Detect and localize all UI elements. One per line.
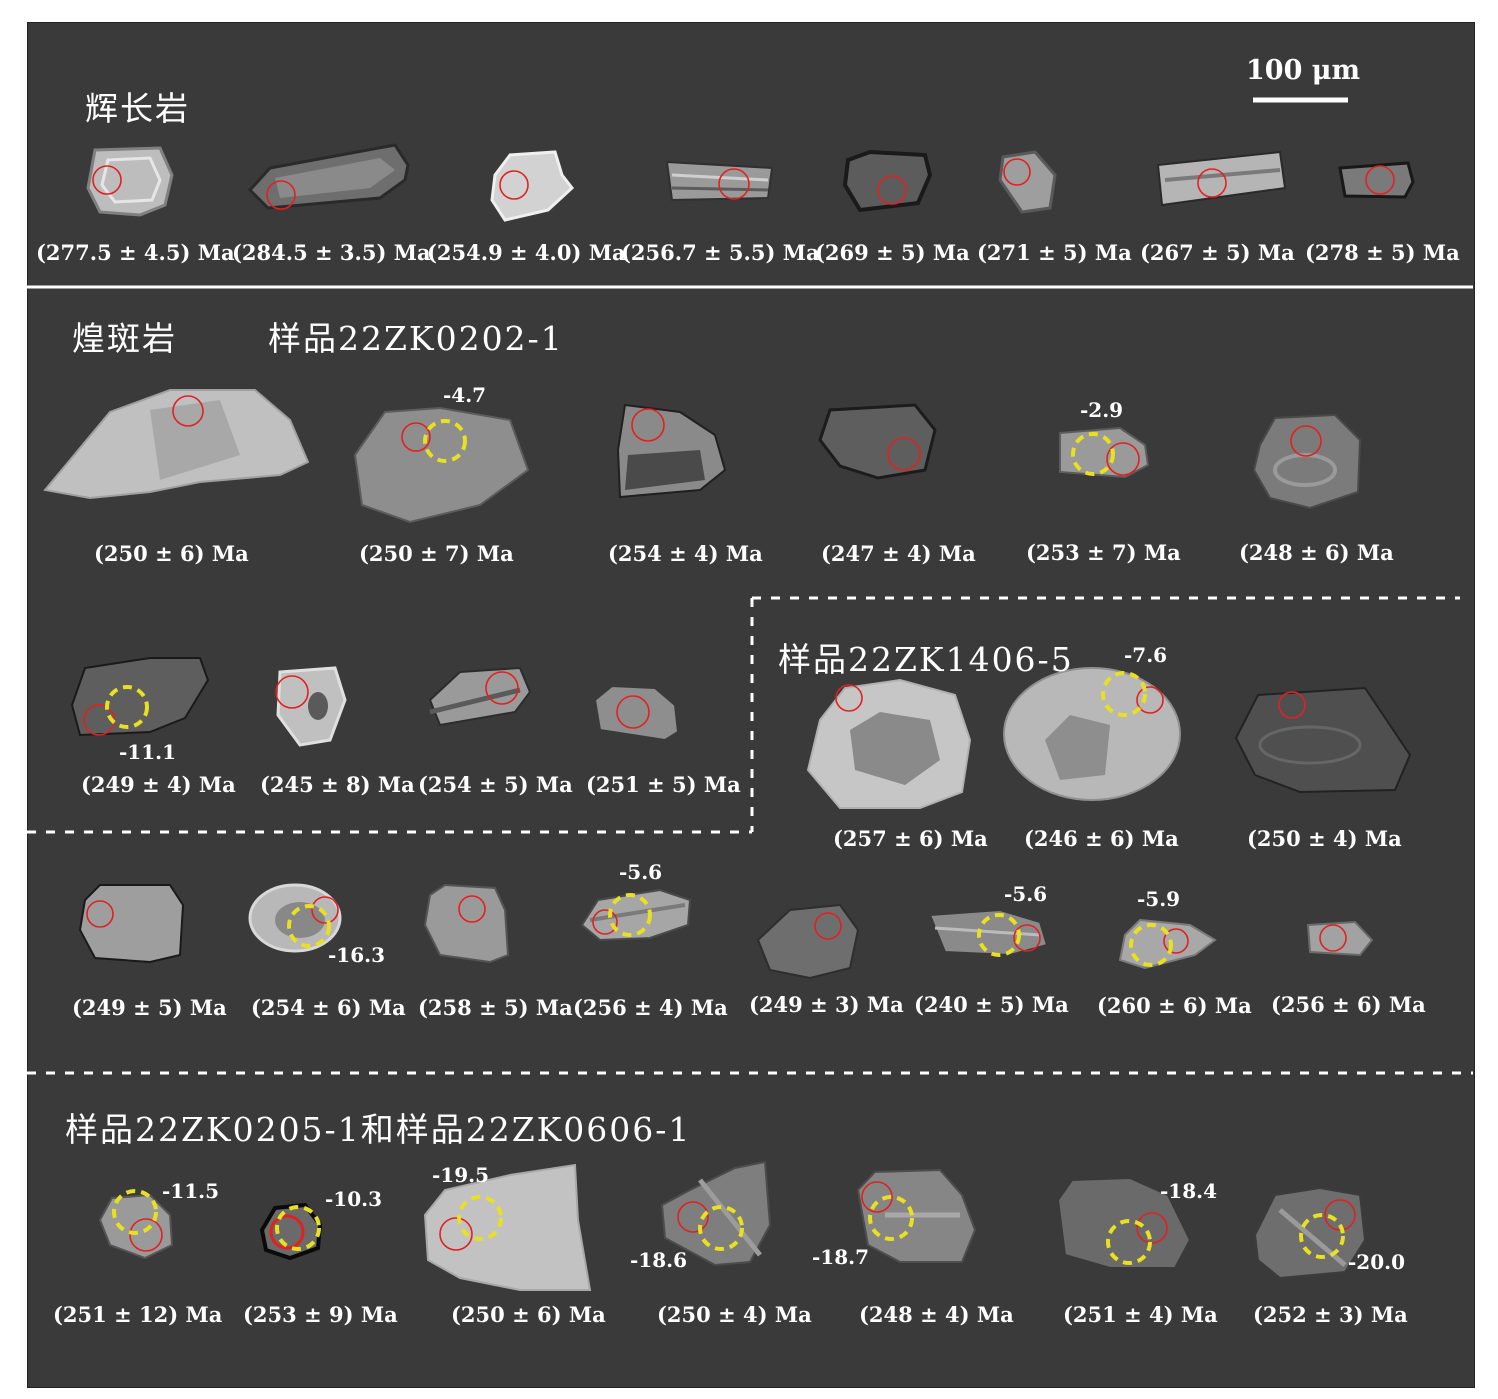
age-label: (256 ± 6) Ma (1271, 992, 1426, 1017)
zircon-grain (1306, 920, 1374, 957)
zircon-grain (1056, 1176, 1192, 1269)
zircon-grain (593, 684, 680, 742)
age-label: (248 ± 6) Ma (1239, 540, 1394, 565)
age-label: (260 ± 6) Ma (1097, 993, 1252, 1018)
age-label: (258 ± 5) Ma (418, 995, 573, 1020)
zircon-grain (98, 1189, 174, 1260)
zircon-grain (1003, 667, 1181, 801)
zircon-grain (1253, 1186, 1367, 1280)
zircon-grain (1059, 426, 1150, 479)
age-label: (254 ± 5) Ma (418, 772, 573, 797)
age-label: (254 ± 4) Ma (608, 541, 763, 566)
hf-value: -2.9 (1080, 398, 1124, 422)
zircon-grain (70, 657, 210, 737)
sample-label: 样品22ZK0205-1和样品22ZK0606-1 (65, 1110, 692, 1149)
zircon-grain (660, 1160, 772, 1267)
age-label: (250 ± 6) Ma (94, 541, 249, 566)
age-label: (267 ± 5) Ma (1140, 240, 1295, 265)
age-label: (284.5 ± 3.5) Ma (232, 240, 431, 265)
hf-value: -5.6 (619, 860, 663, 884)
hf-value: -7.6 (1124, 643, 1168, 667)
age-label: (240 ± 5) Ma (914, 992, 1069, 1017)
age-label: (257 ± 6) Ma (833, 826, 988, 851)
zircon-grain (998, 150, 1057, 214)
zircon-grain (1338, 161, 1415, 199)
zircon-grain (1156, 150, 1287, 207)
age-label: (250 ± 4) Ma (1247, 826, 1402, 851)
zircon-grain (86, 146, 174, 217)
age-label: (269 ± 5) Ma (815, 240, 970, 265)
zircon-grain (856, 1168, 977, 1263)
scale-bar-label: 100 μm (1246, 55, 1361, 86)
sample-label: 样品22ZK1406-5 (778, 640, 1074, 679)
hf-value: -10.3 (325, 1187, 383, 1211)
hf-value: -5.6 (1004, 882, 1048, 906)
hf-value: -18.7 (812, 1245, 870, 1269)
hf-value: -11.1 (119, 740, 177, 764)
section-title-gabbro: 辉长岩 (85, 89, 190, 128)
zircon-grain (842, 149, 933, 213)
zircon-grain (275, 666, 347, 747)
zircon-grain (43, 389, 310, 500)
age-label: (249 ± 4) Ma (81, 772, 236, 797)
age-label: (253 ± 9) Ma (243, 1302, 398, 1327)
age-label: (248 ± 4) Ma (859, 1302, 1014, 1327)
age-label: (247 ± 4) Ma (821, 541, 976, 566)
age-label: (278 ± 5) Ma (1305, 240, 1460, 265)
age-label: (254.9 ± 4.0) Ma (427, 240, 626, 265)
hf-value: -18.6 (630, 1248, 688, 1272)
hf-value: -11.5 (162, 1179, 220, 1203)
age-label: (246 ± 6) Ma (1024, 826, 1179, 851)
zircon-grain (1118, 918, 1217, 970)
zircon-grain (423, 1163, 592, 1291)
zircon-grain (616, 403, 727, 499)
age-label: (256 ± 4) Ma (573, 995, 728, 1020)
age-label: (251 ± 4) Ma (1063, 1302, 1218, 1327)
zircon-grain (580, 888, 692, 942)
zircon-grain (806, 678, 972, 809)
zircon-grain (353, 406, 530, 524)
age-label: (271 ± 5) Ma (977, 240, 1132, 265)
zircon-grain (490, 150, 575, 222)
age-label: (256.7 ± 5.5) Ma (621, 240, 820, 265)
age-label: (250 ± 4) Ma (657, 1302, 812, 1327)
zircon-grain (756, 903, 860, 980)
age-label: (252 ± 3) Ma (1253, 1302, 1408, 1327)
zircon-grain (428, 666, 532, 727)
hf-value: -19.5 (432, 1163, 490, 1187)
age-label: (249 ± 3) Ma (749, 992, 904, 1017)
age-label: (253 ± 7) Ma (1026, 540, 1181, 565)
age-label: (277.5 ± 4.5) Ma (36, 240, 235, 265)
zircon-grain (78, 884, 185, 964)
zircon-grain (1234, 686, 1412, 794)
figure-panel (27, 22, 1475, 1388)
hf-value: -4.7 (443, 383, 487, 407)
age-label: (245 ± 8) Ma (260, 772, 415, 797)
zircon-grain (818, 403, 937, 480)
zircon-grain (665, 160, 774, 202)
age-label: (251 ± 12) Ma (53, 1302, 223, 1327)
zircon-grain (248, 883, 342, 953)
age-label: (251 ± 5) Ma (586, 772, 741, 797)
hf-value: -20.0 (1348, 1250, 1406, 1274)
zircon-grain (247, 143, 410, 210)
section-title-lamprophyre: 煌斑岩 (72, 319, 177, 358)
sample-label: 样品22ZK0202-1 (268, 319, 564, 358)
zircon-grain (423, 883, 510, 964)
age-label: (249 ± 5) Ma (72, 995, 227, 1020)
zircon-grain (928, 908, 1049, 957)
age-label: (250 ± 6) Ma (451, 1302, 606, 1327)
zircon-grain (259, 1202, 323, 1261)
zircon-grain (1252, 413, 1362, 510)
hf-value: -16.3 (328, 943, 386, 967)
hf-value: -5.9 (1137, 887, 1181, 911)
age-label: (254 ± 6) Ma (251, 995, 406, 1020)
hf-value: -18.4 (1160, 1179, 1218, 1203)
age-label: (250 ± 7) Ma (359, 541, 514, 566)
